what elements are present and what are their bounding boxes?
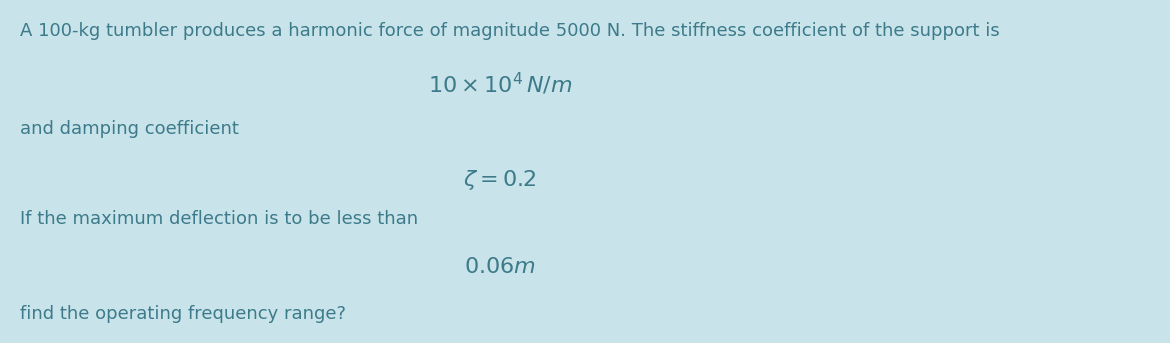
Text: find the operating frequency range?: find the operating frequency range? — [20, 305, 346, 323]
Text: $\zeta = 0.2$: $\zeta = 0.2$ — [463, 168, 537, 192]
Text: $0.06m$: $0.06m$ — [464, 256, 536, 278]
Text: $10 \times 10^4 \, N/m$: $10 \times 10^4 \, N/m$ — [428, 72, 572, 98]
Text: A 100-kg tumbler produces a harmonic force of magnitude 5000 N. The stiffness co: A 100-kg tumbler produces a harmonic for… — [20, 22, 999, 40]
Text: If the maximum deflection is to be less than: If the maximum deflection is to be less … — [20, 210, 418, 228]
Text: and damping coefficient: and damping coefficient — [20, 120, 239, 138]
